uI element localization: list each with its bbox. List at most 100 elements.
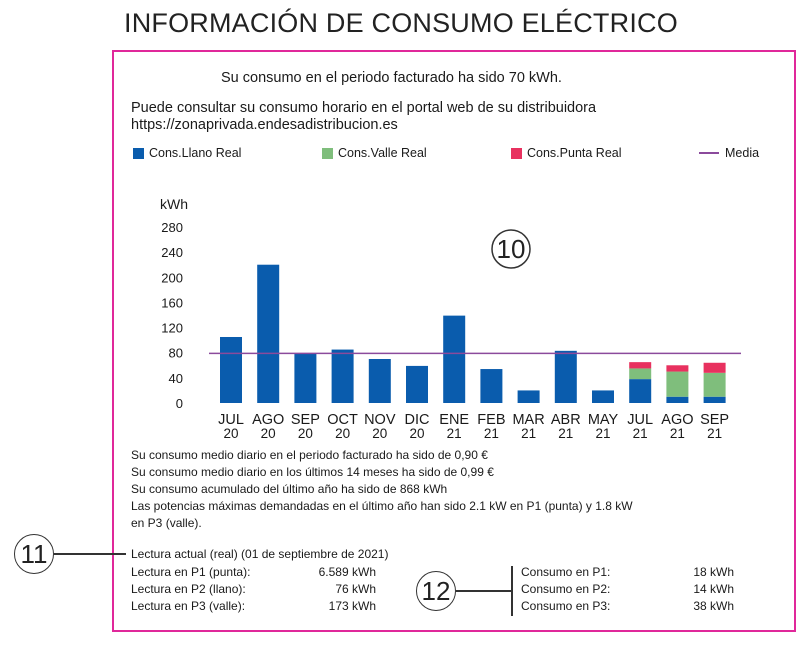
lectura-p1-label: Lectura en P1 (punta): [131, 565, 251, 579]
bar-punta [703, 362, 726, 373]
y-tick-label: 120 [161, 321, 183, 336]
x-tick-month: JUL [627, 412, 653, 428]
legend-swatch-punta [511, 147, 522, 159]
stat-power-2: en P3 (valle). [131, 516, 202, 530]
x-tick-year: 21 [670, 426, 685, 441]
bar-llano [480, 369, 503, 403]
bar-llano [517, 390, 540, 403]
consumption-stats: Su consumo medio diario en el periodo fa… [131, 447, 633, 532]
lectura-p3-value: 173 kWh [328, 599, 376, 613]
x-tick-month: NOV [364, 412, 396, 428]
legend-label-punta: Cons.Punta Real [527, 146, 622, 160]
stat-daily-14m: Su consumo medio diario en los últimos 1… [131, 465, 494, 479]
x-tick-year: 21 [447, 426, 462, 441]
consumo-p3-value: 38 kWh [693, 599, 734, 613]
x-tick-month: MAY [588, 412, 619, 428]
x-tick-year: 21 [558, 426, 573, 441]
bar-valle [666, 371, 689, 397]
legend-swatch-llano [133, 147, 144, 159]
bar-llano [592, 390, 614, 403]
x-tick-month: SEP [700, 412, 729, 428]
x-tick-year: 20 [298, 426, 313, 441]
lectura-p2-value: 76 kWh [335, 582, 376, 596]
y-tick-label: 240 [161, 245, 183, 260]
x-tick-month: AGO [252, 412, 284, 428]
consumo-p2-label: Consumo en P2: [521, 582, 611, 596]
page-title: INFORMACIÓN DE CONSUMO ELÉCTRICO [124, 8, 678, 38]
consumo-p3-label: Consumo en P3: [521, 599, 611, 613]
x-tick-year: 21 [595, 426, 610, 441]
x-tick-year: 20 [261, 426, 276, 441]
x-tick-month: MAR [512, 412, 544, 428]
x-tick-year: 20 [409, 426, 424, 441]
legend-valle: Cons.Valle Real [322, 146, 427, 160]
callout-12-line [456, 590, 512, 592]
bar-llano [406, 365, 428, 403]
lectura-p2-label: Lectura en P2 (llano): [131, 582, 246, 596]
x-tick-month: ABR [551, 412, 581, 428]
legend-line-media [699, 152, 719, 154]
y-tick-label: 0 [176, 396, 183, 411]
y-tick-label: 160 [161, 295, 183, 310]
x-tick-month: DIC [405, 412, 430, 428]
consumo-p2-value: 14 kWh [693, 582, 734, 596]
y-tick-label: 80 [169, 346, 183, 361]
legend-label-valle: Cons.Valle Real [338, 146, 427, 160]
callout-11-line [54, 553, 126, 555]
lectura-p1-value: 6.589 kWh [318, 565, 376, 579]
x-tick-month: SEP [291, 412, 320, 428]
x-tick-year: 20 [223, 426, 238, 441]
bar-llano [629, 379, 652, 403]
x-tick-year: 20 [372, 426, 387, 441]
bar-punta [666, 365, 689, 372]
bar-punta [629, 362, 652, 369]
x-tick-month: ENE [439, 412, 469, 428]
stat-daily-period: Su consumo medio diario en el periodo fa… [131, 448, 488, 462]
consult-info: Puede consultar su consumo horario en el… [131, 100, 596, 134]
x-tick-month: FEB [477, 412, 505, 428]
y-axis-label: kWh [160, 196, 188, 212]
consult-line: Puede consultar su consumo horario en el… [131, 100, 597, 116]
bar-llano [368, 358, 391, 403]
consumo-p1-value: 18 kWh [693, 565, 734, 579]
x-tick-year: 21 [521, 426, 536, 441]
x-tick-year: 21 [633, 426, 648, 441]
legend-punta: Cons.Punta Real [511, 146, 622, 160]
legend-swatch-valle [322, 147, 333, 159]
consumption-bar-chart: kWh28024020016012080400JUL20AGO20SEP20OC… [160, 196, 741, 441]
lectura-p3-label: Lectura en P3 (valle): [131, 599, 246, 613]
bar-llano [220, 336, 242, 403]
callout-11: 11 [14, 534, 54, 574]
lectura-heading: Lectura actual (real) (01 de septiembre … [131, 547, 389, 561]
x-tick-year: 21 [707, 426, 722, 441]
distributor-url: https://zonaprivada.endesadistribucion.e… [131, 117, 398, 133]
bar-llano [554, 350, 577, 403]
y-tick-label: 200 [161, 270, 183, 285]
annotation-10-circle [491, 229, 531, 269]
x-tick-year: 21 [484, 426, 499, 441]
legend-media: Media [699, 146, 759, 160]
period-consumption-text: Su consumo en el periodo facturado ha si… [221, 70, 562, 86]
bar-llano [666, 396, 689, 403]
bar-valle [629, 368, 652, 380]
legend-label-media: Media [725, 146, 760, 160]
legend-llano: Cons.Llano Real [133, 146, 241, 160]
consumption-panel: Su consumo en el periodo facturado ha si… [112, 50, 796, 632]
bar-llano [294, 353, 317, 403]
x-tick-year: 20 [335, 426, 350, 441]
consumo-p1-label: Consumo en P1: [521, 565, 611, 579]
bar-llano [257, 264, 280, 403]
y-tick-label: 40 [169, 371, 183, 386]
y-tick-label: 280 [161, 220, 183, 235]
bar-llano [703, 396, 726, 403]
callout-12: 12 [416, 571, 456, 611]
bar-llano [443, 315, 466, 403]
stat-power-1: Las potencias máximas demandadas en el ú… [131, 499, 633, 513]
stat-annual: Su consumo acumulado del último año ha s… [131, 482, 448, 496]
bar-llano [331, 349, 354, 403]
bar-valle [703, 372, 726, 397]
callout-12-bracket [511, 566, 513, 616]
x-tick-month: OCT [327, 412, 358, 428]
x-tick-month: JUL [218, 412, 244, 428]
x-tick-month: AGO [661, 412, 693, 428]
